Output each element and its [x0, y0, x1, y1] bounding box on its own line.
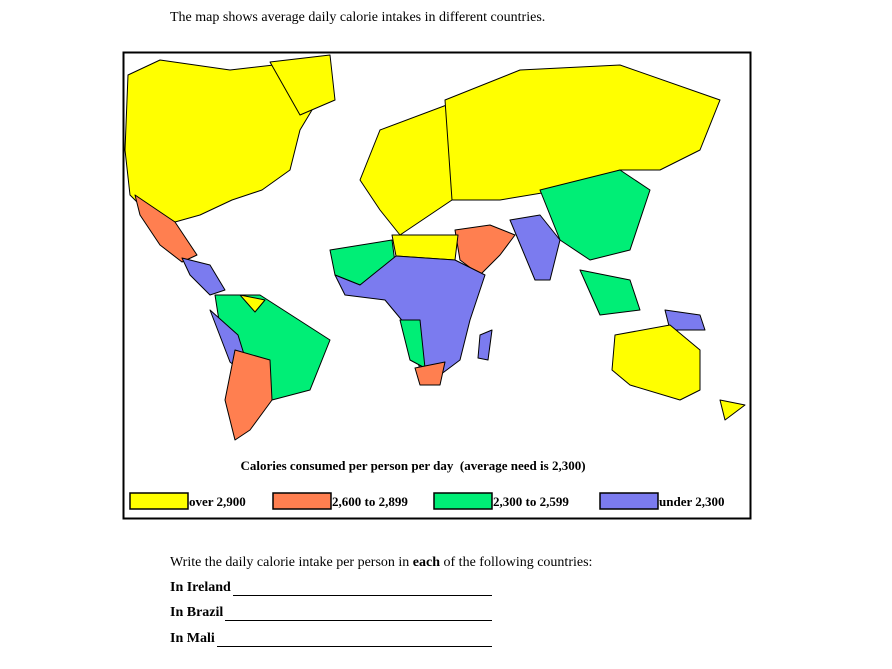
prompt-start: Write the daily calorie intake per perso…: [170, 555, 413, 570]
answer-line[interactable]: [225, 606, 493, 621]
country-label: In Mali: [170, 631, 215, 646]
answer-row: In Mali: [170, 631, 492, 647]
legend-swatch: [433, 492, 493, 510]
australia: [611, 324, 701, 401]
middle-east: [454, 224, 516, 276]
india: [509, 214, 561, 281]
legend-label: 2,300 to 2,599: [493, 494, 569, 509]
greenland: [269, 54, 336, 116]
world-map: [124, 54, 746, 441]
legend-swatch: [129, 492, 189, 510]
answer-line[interactable]: [232, 581, 492, 596]
central-america: [181, 257, 226, 296]
south-africa: [414, 361, 446, 386]
new-guinea: [664, 309, 706, 331]
mexico: [134, 194, 198, 263]
prompt-end: of the following countries:: [440, 555, 593, 570]
country-label: In Brazil: [170, 605, 224, 620]
answer-line[interactable]: [216, 632, 492, 647]
central-africa: [334, 255, 486, 376]
country-label: In Ireland: [170, 580, 231, 595]
legend-label: 2,600 to 2,899: [332, 494, 408, 509]
legend-swatch: [272, 492, 332, 510]
south-america-south: [224, 349, 273, 441]
venezuela: [239, 294, 266, 313]
southeast-asia: [579, 269, 641, 316]
prompt-bold: each: [412, 555, 441, 570]
intro: The map shows average daily calorie inta…: [170, 10, 546, 25]
legend-label: under 2,300: [659, 494, 725, 509]
legend: over 2,900 2,600 to 2,899 2,300 to 2,599 un…: [129, 492, 725, 510]
question-prompt: Write the daily calorie intake per perso…: [170, 555, 592, 571]
answer-row: In Ireland: [170, 580, 492, 596]
legend-swatch: [599, 492, 659, 510]
map-caption: Calories consumed per person per day (av…: [240, 458, 585, 473]
madagascar: [477, 329, 493, 361]
russia: [444, 64, 721, 201]
new-zealand: [719, 399, 746, 421]
legend-label: over 2,900: [189, 494, 246, 509]
answer-row: In Brazil: [170, 605, 493, 621]
